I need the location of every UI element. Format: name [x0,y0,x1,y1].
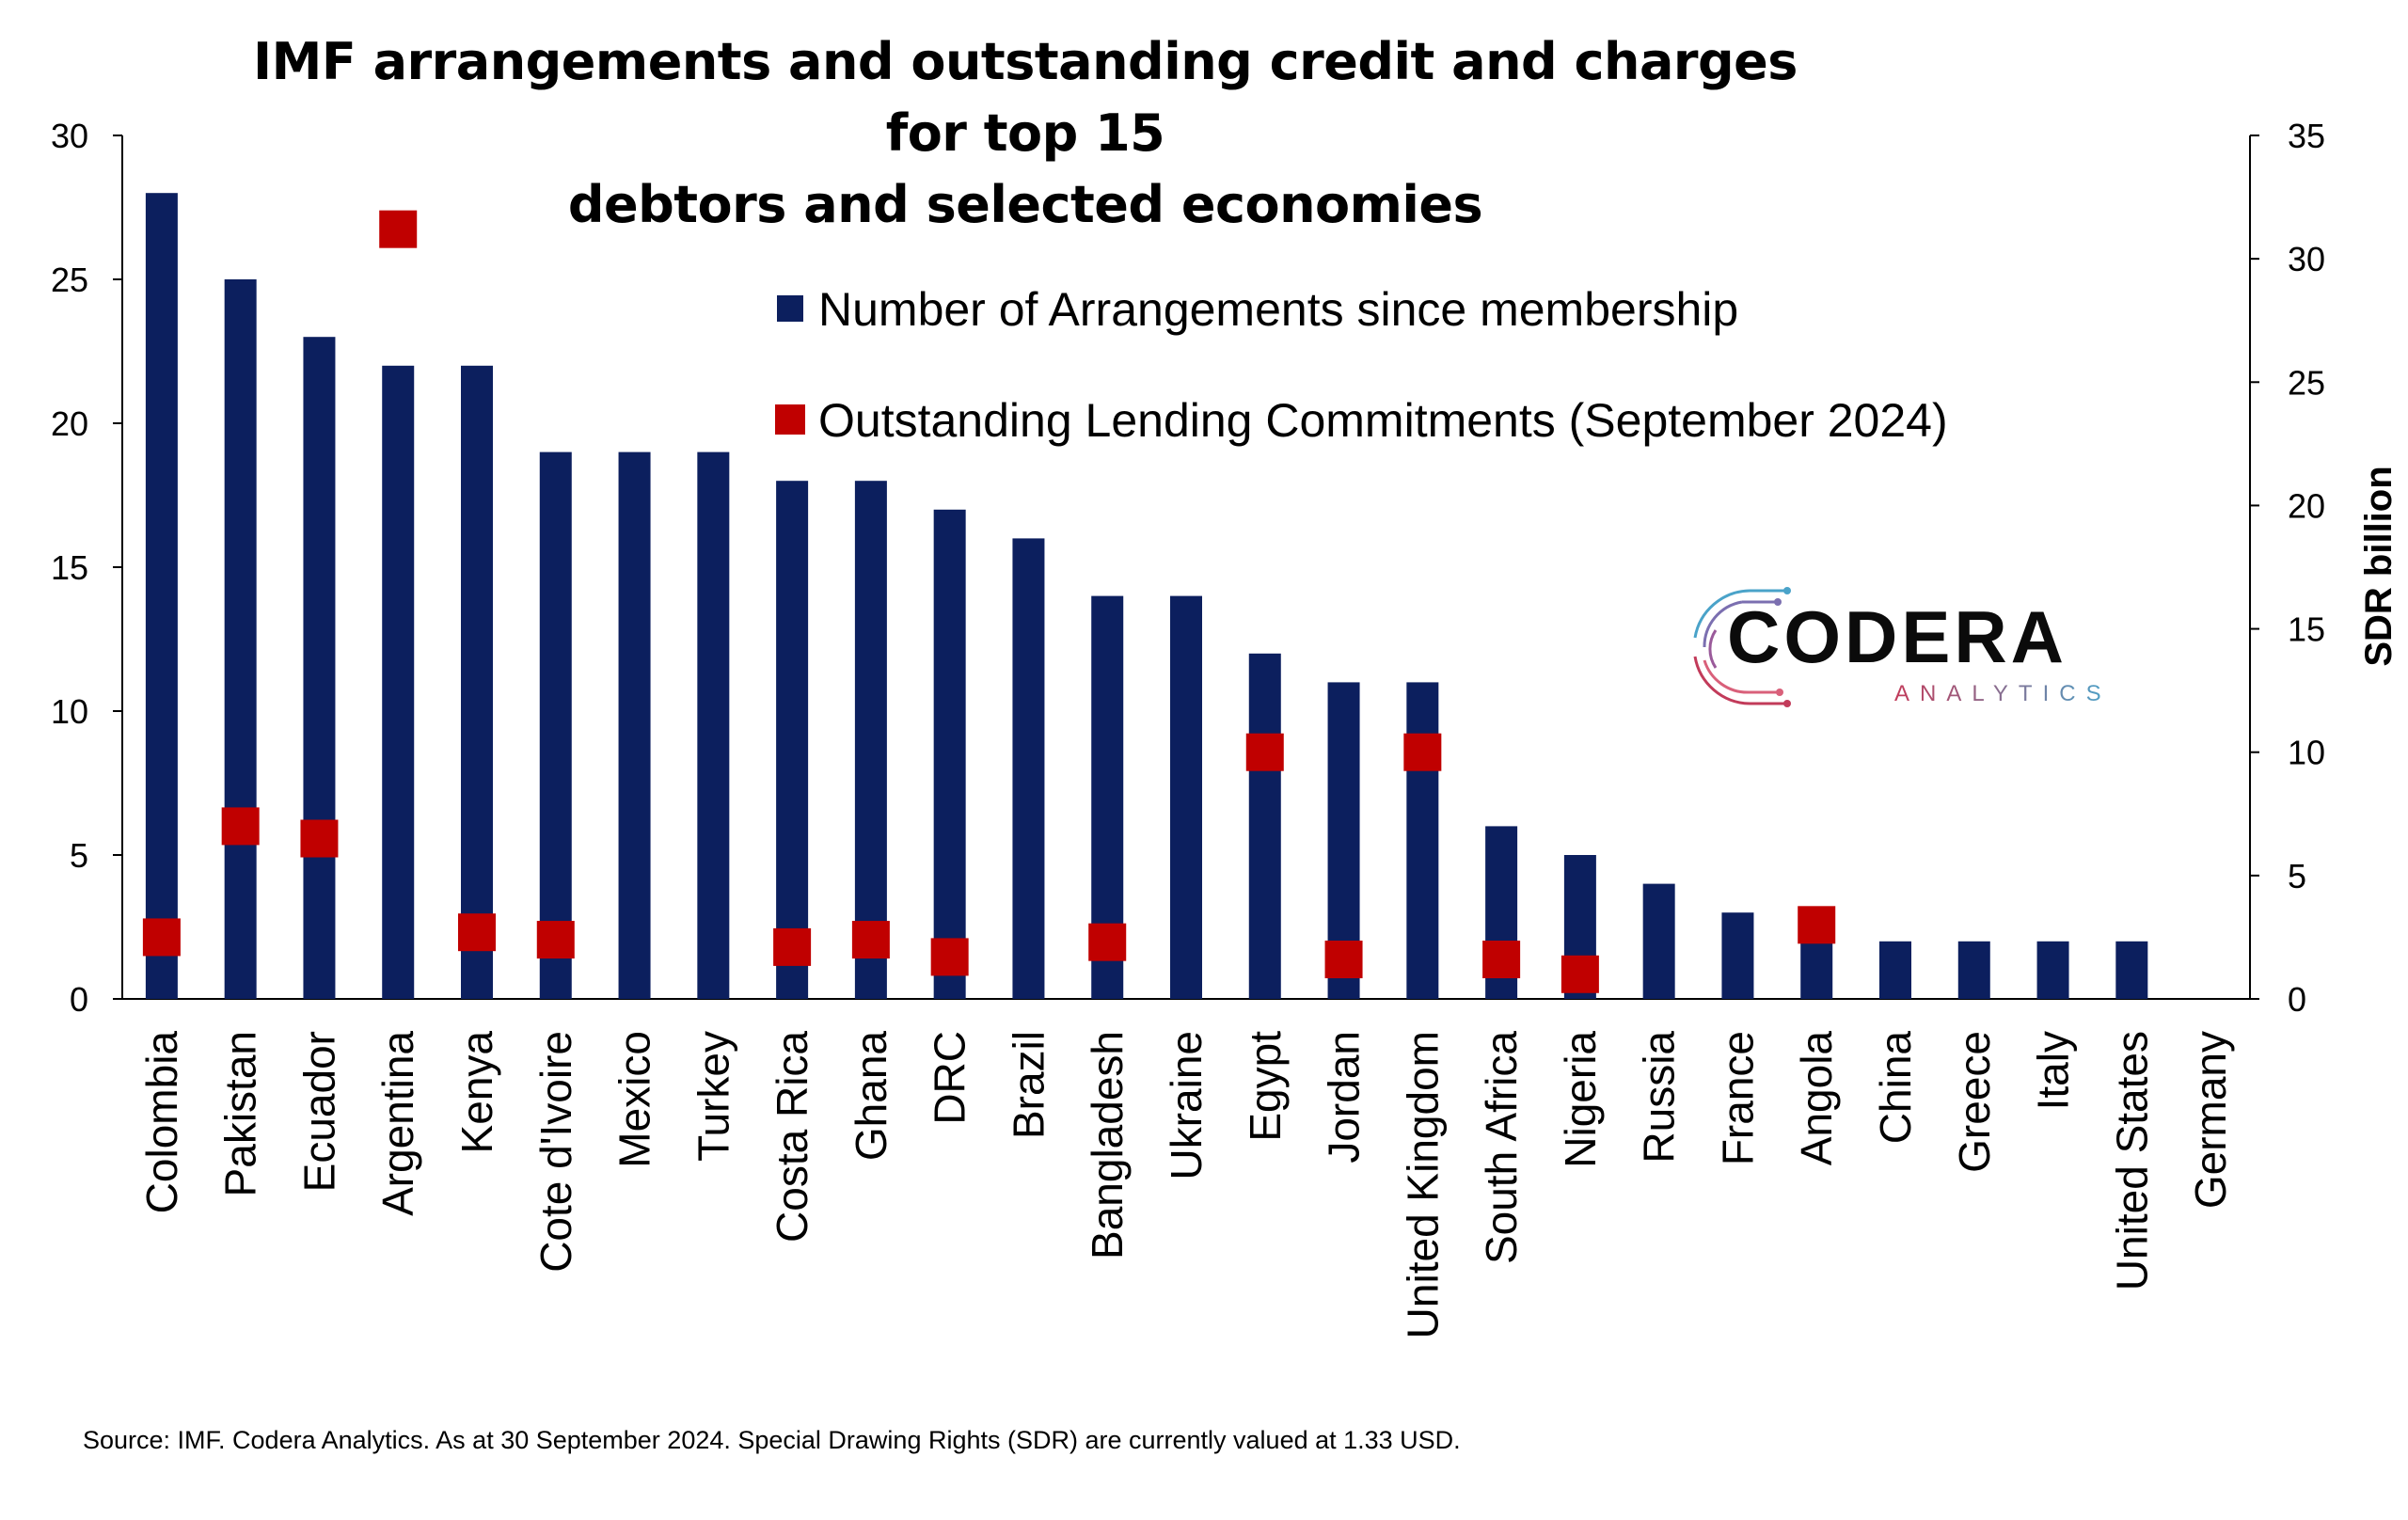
logo-subtitle: ANALYTICS [1894,681,2112,706]
source-note: Source: IMF. Codera Analytics. As at 30 … [83,1426,1461,1454]
category-label: France [1713,1031,1762,1165]
logo-wordmark: CODERA [1727,595,2068,678]
right-tick-label: 15 [2288,610,2325,649]
left-tick-label: 25 [51,261,88,299]
legend-entry: Outstanding Lending Commitments (Septemb… [818,394,1948,447]
category-label: DRC [926,1031,974,1125]
bar [1248,653,1281,999]
bar [539,451,572,1000]
data-point-marker [221,807,260,846]
codera-logo: CODERA ANALYTICS [1684,581,2135,713]
category-label: Turkey [689,1031,737,1162]
category-label: Costa Rica [768,1031,816,1243]
bar [776,481,809,999]
category-label: Germany [2186,1031,2235,1209]
y-axis-right-label: SDR billion [2358,466,2400,666]
data-point-marker [300,819,339,858]
left-tick-label: 15 [51,548,88,587]
right-tick-label: 35 [2288,117,2325,155]
logo-circuit-icon [1693,587,1791,707]
category-label: United States [2107,1031,2156,1290]
category-label: Mexico [610,1031,659,1168]
category-label: Brazil [1004,1031,1053,1139]
category-label: Bangladesh [1083,1031,1132,1259]
bar [1879,941,1911,999]
bar [461,365,493,999]
bar [2115,941,2148,999]
category-label: Ghana [847,1031,895,1162]
category-label: Egypt [1241,1031,1290,1142]
left-tick-label: 0 [70,980,88,1019]
chart-title: IMF arrangements and outstanding credit … [253,32,1798,234]
data-point-marker [1560,955,1599,993]
left-tick-label: 20 [51,404,88,443]
category-label: Italy [2029,1031,2078,1110]
data-point-marker [1403,733,1442,771]
data-point-marker [1245,733,1284,771]
bar [303,337,336,999]
category-label: China [1871,1031,1920,1145]
data-point-marker [536,921,575,959]
category-label: Russia [1635,1031,1684,1164]
data-point-marker [1324,941,1363,979]
bar [145,193,178,999]
category-label: Cote d'Ivoire [531,1031,580,1273]
category-label: Colombia [137,1031,186,1214]
bar [1012,538,1045,999]
bar [382,365,415,999]
left-tick-label: 10 [51,692,88,731]
bar [618,451,651,1000]
data-point-marker [458,913,496,952]
bar [854,481,887,999]
legend-entry: Number of Arrangements since membership [818,283,1738,336]
category-label: Argentina [373,1031,422,1216]
bar [1957,941,1990,999]
legend-swatch-markers [775,404,805,435]
data-point-marker [1088,923,1127,961]
right-tick-label: 25 [2288,363,2325,402]
data-point-marker [1798,906,1836,944]
data-point-marker [930,938,969,976]
bar [1406,682,1439,999]
data-point-marker [379,210,418,248]
category-label: Nigeria [1556,1031,1605,1168]
legend-swatch-bars [777,295,803,322]
bar [1800,941,1833,999]
bar [1642,883,1675,999]
category-label: Greece [1950,1031,1999,1173]
right-tick-label: 0 [2288,980,2306,1019]
bar [2036,941,2069,999]
category-label: Pakistan [216,1031,265,1196]
category-label: United Kingdom [1398,1031,1447,1338]
bar [224,279,257,999]
category-label: Angola [1792,1031,1841,1166]
bar [1170,595,1202,999]
data-point-marker [1482,941,1521,979]
right-tick-label: 20 [2288,486,2325,525]
right-tick-label: 5 [2288,857,2306,895]
left-tick-label: 5 [70,836,88,875]
bar [1721,912,1754,999]
category-label: Kenya [452,1031,501,1154]
left-tick-label: 30 [51,117,88,155]
category-label: Jordan [1320,1031,1369,1164]
right-tick-label: 10 [2288,734,2325,772]
category-label: South Africa [1477,1031,1526,1264]
data-point-marker [142,918,181,957]
data-point-marker [851,921,890,959]
right-tick-label: 30 [2288,240,2325,278]
data-point-marker [773,927,812,966]
bar [933,509,966,999]
category-label: Ukraine [1162,1031,1211,1180]
bar [697,451,730,1000]
category-label: Ecuador [294,1031,343,1192]
